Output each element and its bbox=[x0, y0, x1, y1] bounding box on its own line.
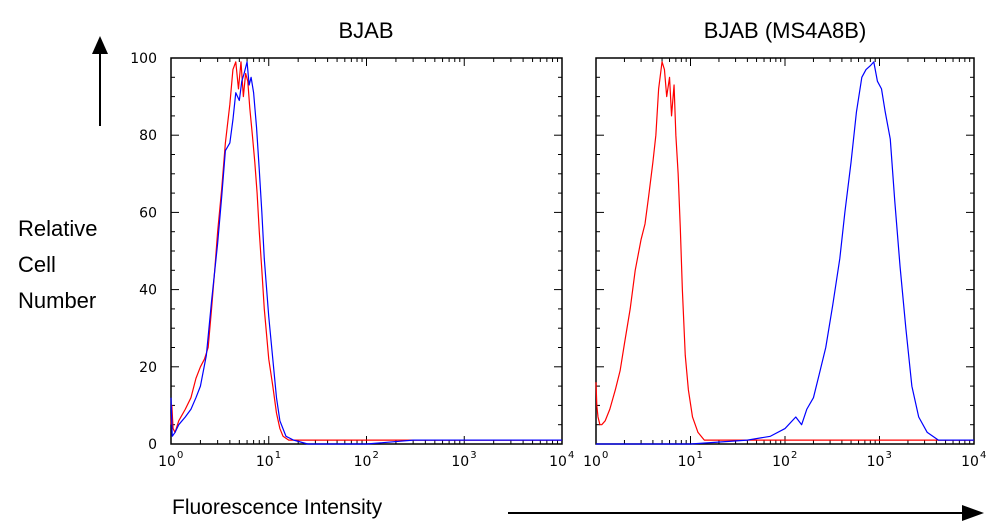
y-axis-label-group: Relative Cell Number bbox=[18, 36, 108, 313]
x-tick-exponent: 1 bbox=[275, 450, 281, 461]
x-tick-exponent: 4 bbox=[568, 450, 574, 461]
x-tick-label: 10 bbox=[772, 454, 790, 470]
axis-ticks-right: 10 0 10 1 10 2 10 3 10 4 bbox=[583, 57, 986, 470]
x-tick-label: 10 bbox=[867, 454, 885, 470]
y-axis-label-line-2: Cell bbox=[18, 252, 56, 277]
x-tick-label: 10 bbox=[678, 454, 696, 470]
x-tick-exponent: 3 bbox=[886, 450, 892, 461]
y-tick-label: 20 bbox=[139, 360, 157, 376]
y-tick-label: 80 bbox=[139, 128, 157, 144]
y-tick-label: 0 bbox=[148, 437, 157, 453]
y-axis-label-line-1: Relative bbox=[18, 216, 97, 241]
x-tick-exponent: 0 bbox=[177, 450, 183, 461]
y-axis-arrow-head bbox=[92, 36, 108, 54]
x-tick-exponent: 2 bbox=[791, 450, 797, 461]
panel-title-bjab: BJAB bbox=[338, 18, 393, 43]
x-tick-exponent: 1 bbox=[697, 450, 703, 461]
x-axis-label-group: Fluorescence Intensity bbox=[172, 496, 984, 521]
blue-histogram-line bbox=[170, 61, 562, 445]
x-tick-label: 10 bbox=[158, 454, 176, 470]
panel-title-bjab-ms4a8b: BJAB (MS4A8B) bbox=[704, 18, 867, 43]
x-tick-label: 10 bbox=[549, 454, 567, 470]
series-group-left bbox=[170, 61, 562, 445]
plot-frame-left bbox=[170, 57, 563, 445]
y-tick-label: 40 bbox=[139, 283, 157, 299]
x-tick-label: 10 bbox=[583, 454, 601, 470]
y-tick-label: 100 bbox=[130, 51, 157, 67]
x-axis-label: Fluorescence Intensity bbox=[172, 496, 383, 519]
x-tick-exponent: 3 bbox=[470, 450, 476, 461]
y-axis-label-line-3: Number bbox=[18, 288, 96, 313]
red-histogram-line bbox=[595, 61, 974, 441]
red-histogram-line bbox=[170, 61, 562, 441]
panel-bjab-ms4a8b: BJAB (MS4A8B) 10 0 10 1 10 2 10 3 10 4 bbox=[583, 18, 986, 470]
x-tick-label: 10 bbox=[961, 454, 979, 470]
series-group-right bbox=[595, 61, 974, 445]
x-tick-exponent: 4 bbox=[980, 450, 986, 461]
x-tick-label: 10 bbox=[451, 454, 469, 470]
y-tick-label: 60 bbox=[139, 205, 157, 221]
plot-frame-right bbox=[595, 57, 975, 445]
x-tick-label: 10 bbox=[256, 454, 274, 470]
x-axis-arrow-head bbox=[962, 505, 984, 521]
x-tick-label: 10 bbox=[354, 454, 372, 470]
x-tick-exponent: 0 bbox=[602, 450, 608, 461]
x-tick-exponent: 2 bbox=[373, 450, 379, 461]
blue-histogram-line bbox=[596, 61, 974, 445]
